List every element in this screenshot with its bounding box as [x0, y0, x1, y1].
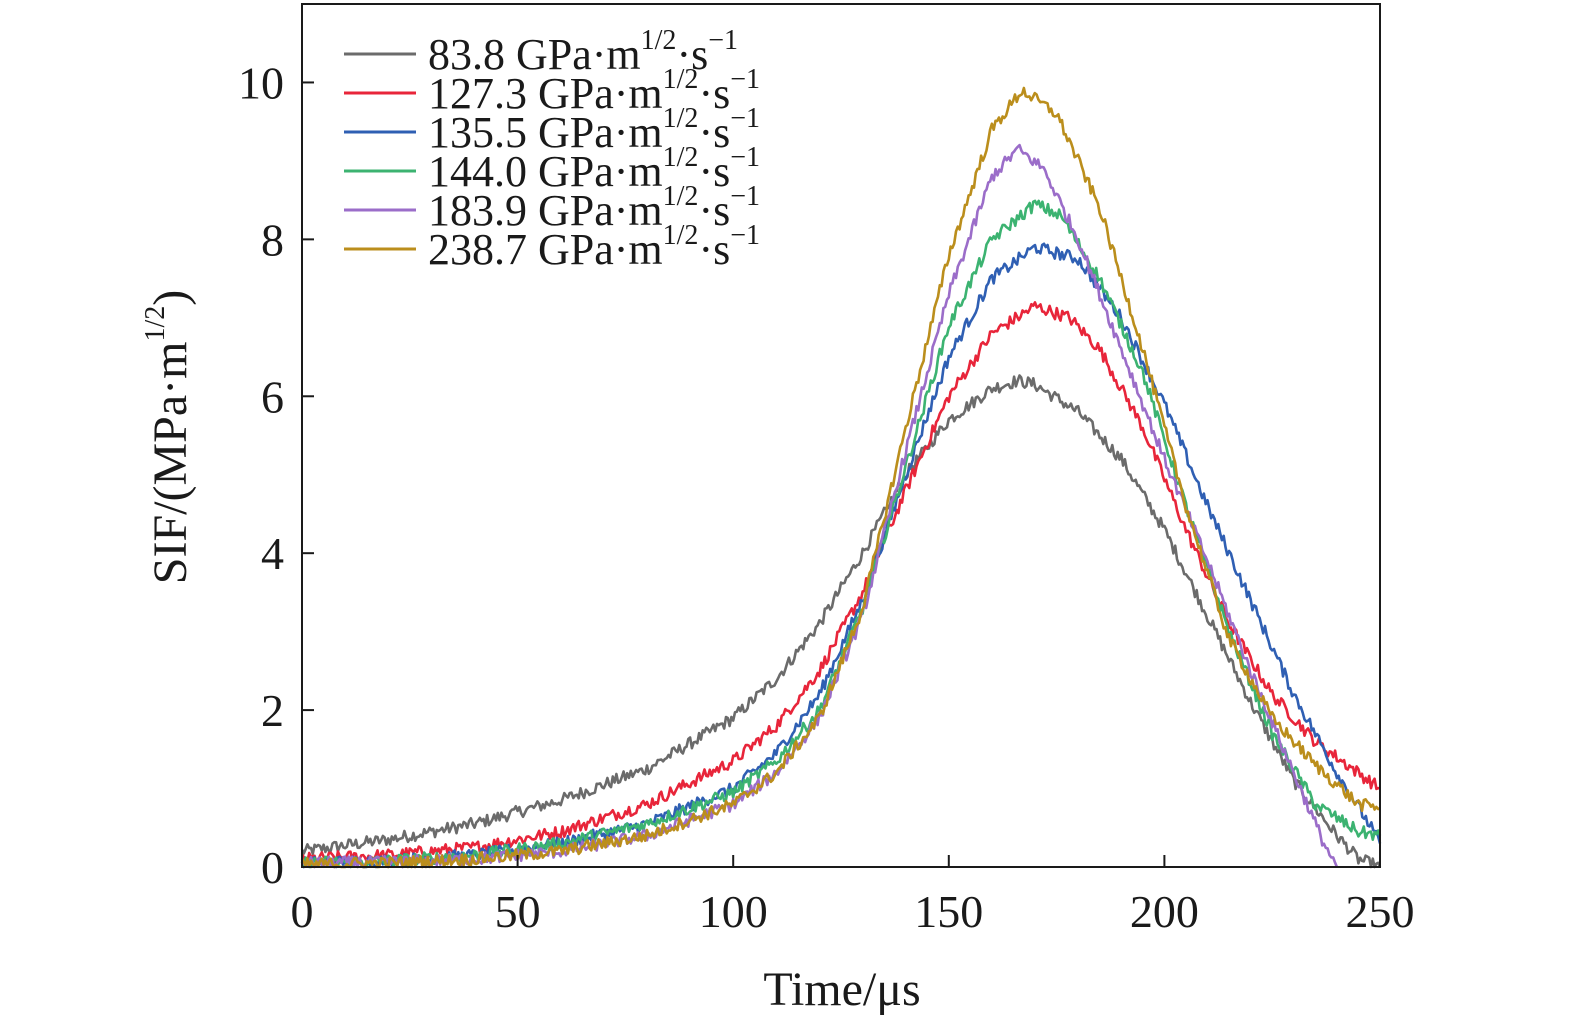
y-tick-label: 6: [261, 371, 284, 422]
y-tick-label: 4: [261, 528, 284, 579]
x-tick-label: 150: [914, 886, 983, 937]
y-tick-label: 2: [261, 685, 284, 736]
legend-label: 83.8 GPa·m1/2·s−1: [428, 25, 738, 79]
legend-label: 183.9 GPa·m1/2·s−1: [428, 181, 760, 235]
plot-frame: [301, 3, 1381, 868]
legend-item-4: 144.0 GPa·m1/2·s−1: [344, 142, 760, 196]
legend-item-2: 127.3 GPa·m1/2·s−1: [344, 64, 760, 118]
x-axis-title: Time/μs: [763, 963, 920, 1016]
series-line-1: [300, 374, 1382, 869]
y-tick-label: 10: [238, 57, 284, 108]
legend-item-5: 183.9 GPa·m1/2·s−1: [344, 181, 760, 235]
legend-label: 144.0 GPa·m1/2·s−1: [428, 142, 760, 196]
legend-label: 135.5 GPa·m1/2·s−1: [428, 103, 760, 157]
x-tick-label: 200: [1130, 886, 1199, 937]
legend-label: 238.7 GPa·m1/2·s−1: [428, 220, 760, 274]
y-axis-title-sup: 1/2: [140, 306, 171, 342]
y-tick-label: 0: [261, 842, 284, 893]
x-tick-label: 0: [291, 886, 314, 937]
legend-item-6: 238.7 GPa·m1/2·s−1: [344, 220, 760, 274]
svg-text:SIF/(MPa·m1/2): SIF/(MPa·m1/2): [140, 290, 197, 584]
series-line-3: [300, 242, 1382, 869]
legend-label: 127.3 GPa·m1/2·s−1: [428, 64, 760, 118]
y-axis-title: SIF/(MPa·m1/2): [140, 290, 197, 584]
y-axis-title-close: ): [144, 290, 197, 306]
y-axis-title-main: SIF/(MPa·m: [144, 342, 197, 585]
x-tick-label: 100: [699, 886, 768, 937]
series-line-6: [300, 86, 1381, 869]
x-tick-label: 250: [1346, 886, 1415, 937]
x-tick-label: 50: [495, 886, 541, 937]
legend-item-3: 135.5 GPa·m1/2·s−1: [344, 103, 760, 157]
legend-item-1: 83.8 GPa·m1/2·s−1: [344, 25, 738, 79]
ticks-layer: 0 50 100 150 200 250 0 2 4 6 8 10: [238, 57, 1415, 937]
series-line-4: [300, 199, 1382, 869]
series-layer: [300, 86, 1382, 869]
y-tick-label: 8: [261, 214, 284, 265]
